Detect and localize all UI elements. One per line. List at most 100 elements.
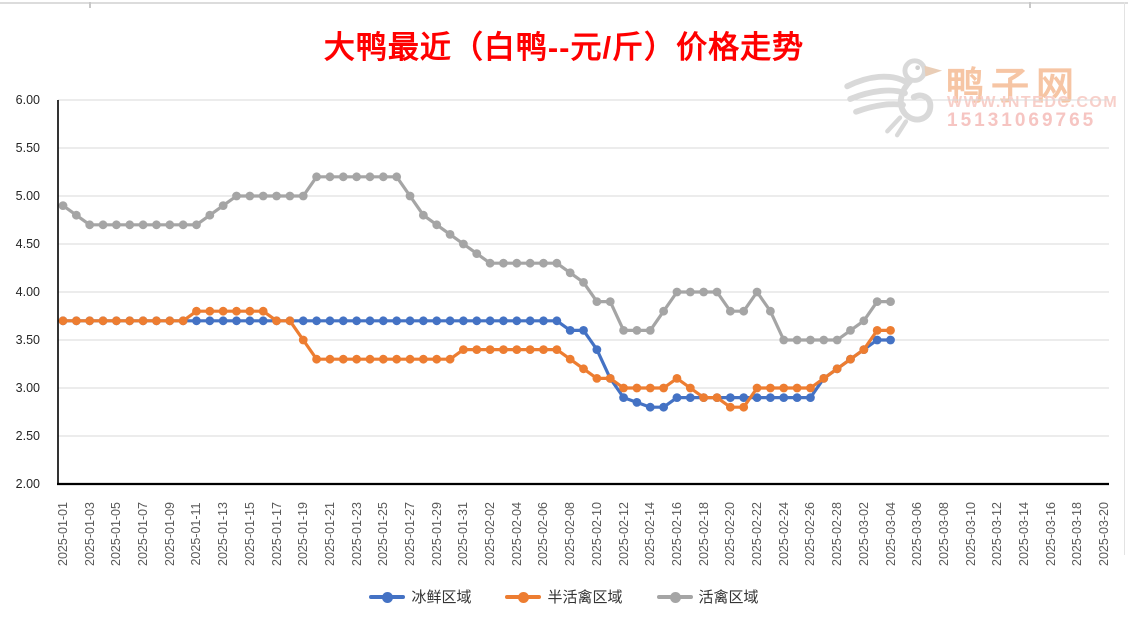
series-point xyxy=(218,306,228,316)
series-point xyxy=(779,393,789,402)
series-point xyxy=(205,306,215,316)
series-point xyxy=(645,326,655,335)
series-point xyxy=(792,393,802,402)
series-point xyxy=(859,316,869,326)
legend-item-label: 活禽区域 xyxy=(698,589,759,606)
series-point xyxy=(352,354,362,364)
series-point xyxy=(71,210,81,220)
x-tick-label: 2025-01-15 xyxy=(242,502,257,566)
series-point xyxy=(632,383,642,393)
x-tick-label: 2025-03-08 xyxy=(936,502,951,566)
x-tick-label: 2025-01-09 xyxy=(162,502,177,566)
series-point xyxy=(886,335,895,345)
y-tick-label: 4.00 xyxy=(15,285,40,299)
series-point xyxy=(752,393,762,402)
series-point xyxy=(365,316,375,326)
series-point xyxy=(512,258,522,268)
series-point xyxy=(138,220,148,230)
series-point xyxy=(739,306,749,316)
x-tick-label: 2025-01-19 xyxy=(296,502,311,566)
series-point xyxy=(525,345,535,354)
series-point xyxy=(258,191,268,201)
series-point xyxy=(792,335,802,345)
series-point xyxy=(338,172,348,182)
series-point xyxy=(765,306,775,316)
series-point xyxy=(819,374,829,383)
series-point xyxy=(699,393,709,402)
series-point xyxy=(712,287,722,297)
series-point xyxy=(245,316,255,326)
series-point xyxy=(752,287,762,297)
series-point xyxy=(98,220,108,230)
x-tick-label: 2025-03-04 xyxy=(883,502,898,566)
y-tick-label: 3.50 xyxy=(15,333,40,347)
series-point xyxy=(432,354,442,364)
series-point xyxy=(725,306,735,316)
series-point xyxy=(312,172,321,182)
series-point xyxy=(365,354,375,364)
series-point xyxy=(592,374,602,383)
series-line-1 xyxy=(61,309,893,409)
series-point xyxy=(152,220,161,230)
series-point xyxy=(165,316,175,326)
series-point xyxy=(285,191,295,201)
series-point xyxy=(178,220,188,230)
series-point xyxy=(405,191,415,201)
series-point xyxy=(552,345,562,354)
series-point xyxy=(806,335,815,345)
series-point xyxy=(685,383,695,393)
x-tick-label: 2025-03-10 xyxy=(963,502,978,566)
series-point xyxy=(338,354,348,364)
series-point xyxy=(739,402,749,412)
x-tick-label: 2025-02-04 xyxy=(509,502,524,566)
y-tick-label: 2.50 xyxy=(15,429,40,443)
x-tick-label: 2025-01-07 xyxy=(136,502,151,566)
legend: 冰鲜区域 半活禽区域 活禽区域 xyxy=(0,586,1128,607)
series-point xyxy=(605,374,615,383)
series-point xyxy=(418,316,428,326)
series-point xyxy=(659,306,669,316)
x-tick-label: 2025-01-17 xyxy=(269,502,284,566)
series-point xyxy=(325,172,335,182)
series-point xyxy=(378,316,388,326)
series-point xyxy=(779,383,789,393)
series-point xyxy=(485,316,495,326)
series-point xyxy=(659,402,669,412)
series-point xyxy=(192,316,201,326)
series-point xyxy=(725,402,735,412)
series-point xyxy=(846,326,855,335)
series-point xyxy=(552,258,562,268)
series-point xyxy=(619,393,628,402)
series-point xyxy=(579,278,588,287)
series-point xyxy=(819,335,829,345)
right-border-line xyxy=(1124,2,1125,555)
x-tick-label: 2025-03-16 xyxy=(1043,502,1058,566)
series-point xyxy=(672,393,682,402)
series-point xyxy=(338,316,348,326)
series-point xyxy=(352,172,362,182)
series-point xyxy=(499,345,508,354)
series-point xyxy=(272,191,281,201)
x-tick-label: 2025-03-18 xyxy=(1070,502,1085,566)
y-tick-label: 5.50 xyxy=(15,141,40,155)
series-point xyxy=(85,316,95,326)
y-tick-label: 3.00 xyxy=(15,381,40,395)
legend-item-bingxian: 冰鲜区域 xyxy=(369,586,471,607)
series-point xyxy=(872,326,882,335)
series-point xyxy=(205,316,215,326)
series-point xyxy=(405,354,415,364)
series-point xyxy=(285,316,295,326)
series-point xyxy=(298,191,308,201)
series-point xyxy=(739,393,749,402)
series-point xyxy=(325,354,335,364)
series-point xyxy=(539,258,548,268)
series-point xyxy=(539,345,548,354)
x-tick-label: 2025-03-02 xyxy=(856,502,871,566)
series-point xyxy=(392,316,402,326)
series-point xyxy=(579,326,588,335)
x-tick-label: 2025-02-06 xyxy=(536,502,551,566)
series-point xyxy=(512,316,522,326)
series-point xyxy=(205,210,215,220)
